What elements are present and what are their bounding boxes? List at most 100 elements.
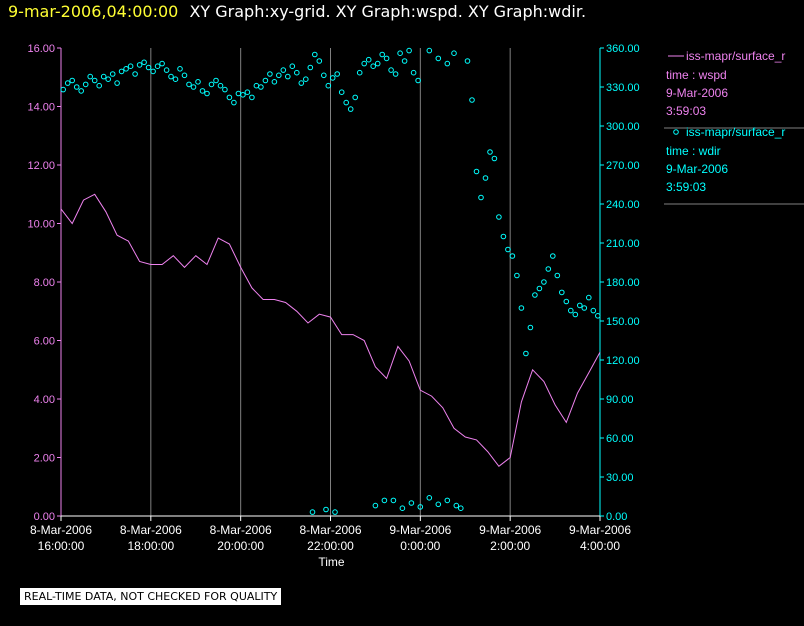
x-tick-date: 8-Mar-2006 (30, 523, 92, 537)
chart-series (60, 47, 601, 515)
series-wdir-point (581, 305, 588, 311)
y-right-tick-label: 300.00 (606, 121, 640, 133)
series-wdir-point (217, 82, 224, 89)
header: 9-mar-2006,04:00:00 XY Graph:xy-grid. XY… (8, 2, 586, 21)
series-wdir-point (352, 94, 359, 101)
x-axis-label: Time (318, 555, 345, 569)
series-wdir-point (208, 81, 215, 88)
series-wdir-point (496, 214, 502, 220)
series-wdir-point (276, 72, 282, 79)
series-wdir-point (491, 155, 498, 162)
series-wdir-point (338, 89, 345, 95)
series-wdir-point (365, 56, 372, 63)
series-wdir-point (444, 497, 451, 504)
legend-detail: 9-Mar-2006 (666, 86, 728, 100)
series-wdir-point (150, 68, 156, 75)
series-wdir-point (464, 58, 471, 64)
series-wdir-point (163, 67, 170, 73)
series-wdir-point (381, 497, 388, 504)
series-wdir-point (458, 505, 464, 512)
series-wdir-point (577, 302, 583, 309)
series-wdir-point (417, 504, 424, 510)
y-left-tick-label: 14.00 (27, 102, 55, 114)
series-wdir-point (213, 77, 219, 84)
series-wdir-point (195, 79, 201, 85)
series-wdir-point (222, 86, 228, 93)
series-wdir-point (298, 80, 305, 86)
series-wdir-point (509, 253, 516, 259)
series-wdir-point (372, 502, 379, 509)
series-wdir-point (181, 72, 188, 79)
y-right-tick-label: 60.00 (606, 433, 634, 445)
series-wdir-point (280, 67, 287, 73)
x-tick-date: 8-Mar-2006 (120, 523, 182, 537)
y-left-tick-label: 12.00 (27, 160, 55, 172)
series-wdir-point (482, 175, 489, 181)
series-wdir-point (253, 82, 260, 89)
series-wspd-line (60, 193, 601, 468)
y-right-tick-label: 330.00 (606, 82, 640, 94)
y-left-tick-label: 2.00 (34, 453, 55, 465)
y-right-tick-label: 30.00 (606, 472, 634, 484)
y-left-tick-label: 4.00 (34, 394, 55, 406)
series-wdir-point (132, 71, 138, 77)
series-wdir-point (136, 62, 143, 68)
series-wdir-point (478, 194, 484, 201)
y-left-tick-label: 16.00 (27, 43, 55, 55)
y-left-tick-label: 6.00 (34, 336, 55, 348)
series-wdir-point (563, 298, 570, 305)
series-wdir-point (123, 66, 129, 72)
series-wdir-point (444, 60, 451, 67)
series-wdir-point (78, 88, 84, 94)
series-wdir-point (426, 495, 433, 501)
series-wdir-point (309, 509, 316, 515)
x-tick-date: 9-Mar-2006 (479, 523, 541, 537)
series-wdir-point (415, 77, 421, 84)
legend-circle-symbol (673, 129, 679, 135)
series-wdir-point (73, 84, 80, 90)
series-wdir-point (109, 71, 116, 77)
series-wdir-point (473, 168, 480, 175)
series-wdir-point (321, 72, 327, 79)
series-wdir-point (87, 73, 93, 80)
series-wdir-point (258, 84, 264, 90)
series-wdir-point (518, 305, 525, 311)
series-wdir-point (249, 94, 255, 101)
x-tick-date: 9-Mar-2006 (389, 523, 451, 537)
series-wdir-point (127, 63, 134, 69)
series-wdir-point (545, 266, 552, 272)
x-tick-date: 8-Mar-2006 (299, 523, 361, 537)
series-wdir-point (453, 502, 460, 509)
series-wdir-point (527, 324, 534, 331)
x-tick-date: 9-Mar-2006 (569, 523, 631, 537)
series-wdir-point (172, 76, 179, 82)
series-wdir-point (379, 51, 386, 58)
y-right-tick-label: 150.00 (606, 316, 640, 328)
legend-label: iss-mapr/surface_r (686, 49, 785, 63)
y-right-tick-label: 360.00 (606, 43, 640, 55)
series-wdir-point (69, 77, 75, 84)
series-wdir-point (332, 509, 338, 515)
series-wdir-point (572, 311, 579, 318)
series-wdir-point (118, 68, 125, 75)
series-wdir-point (91, 77, 98, 84)
y-left-tick-label: 0.00 (34, 511, 55, 523)
quality-note: REAL-TIME DATA, NOT CHECKED FOR QUALITY (20, 588, 282, 605)
series-wdir-point (435, 55, 442, 62)
series-wdir-point (388, 67, 394, 73)
series-wdir-point (307, 64, 314, 71)
series-wdir-point (356, 69, 363, 76)
series-wdir-point (240, 92, 246, 98)
legend-detail: time : wdir (666, 144, 721, 158)
series-wdir-point (550, 253, 556, 259)
series-wdir-point (316, 58, 323, 64)
series-wdir-point (334, 71, 341, 77)
series-wdir-point (271, 79, 278, 85)
series-wdir-point (523, 350, 529, 357)
series-wdir-point (568, 307, 574, 314)
x-tick-time: 18:00:00 (127, 539, 174, 553)
series-wdir-point (390, 497, 397, 504)
series-wdir-point (312, 51, 318, 58)
